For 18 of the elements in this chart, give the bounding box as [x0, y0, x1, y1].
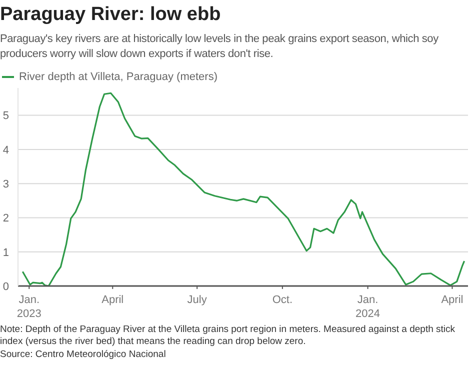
y-tick-label: 3: [2, 178, 9, 190]
line-series: [22, 92, 466, 286]
chart-subtitle: Paraguay's key rivers are at historically low levels in the peak grains export season, which soy producers worry will slow down exports if waters don't rise.: [0, 32, 440, 62]
source-note: Source: Centro Meteorológico Nacional: [0, 349, 167, 361]
x-tick-label: Jan. 2024: [356, 294, 380, 320]
x-tick-label: Oct.: [272, 294, 293, 306]
x-tick-label: Jan. 2023: [16, 294, 42, 320]
chart-title: Paraguay River: low ebb: [0, 3, 222, 26]
y-tick-label: 5: [2, 110, 9, 122]
legend-label: River depth at Villeta, Paraguay (meters): [19, 71, 218, 83]
x-tick-label: April: [441, 294, 464, 306]
x-tick-label: April: [102, 294, 124, 306]
y-tick-label: 2: [2, 212, 9, 225]
x-tick-label: July: [187, 294, 208, 306]
y-tick-label: 0: [2, 280, 9, 293]
text: Note: Depth of the Paraguay River at the Villeta grains port region in meters. Measured against a depth stick index (versus the river bed) that means the reading can drop below zero.: [0, 324, 456, 348]
y-tick-label: 1: [2, 246, 9, 259]
y-tick-label: 4: [2, 144, 9, 156]
